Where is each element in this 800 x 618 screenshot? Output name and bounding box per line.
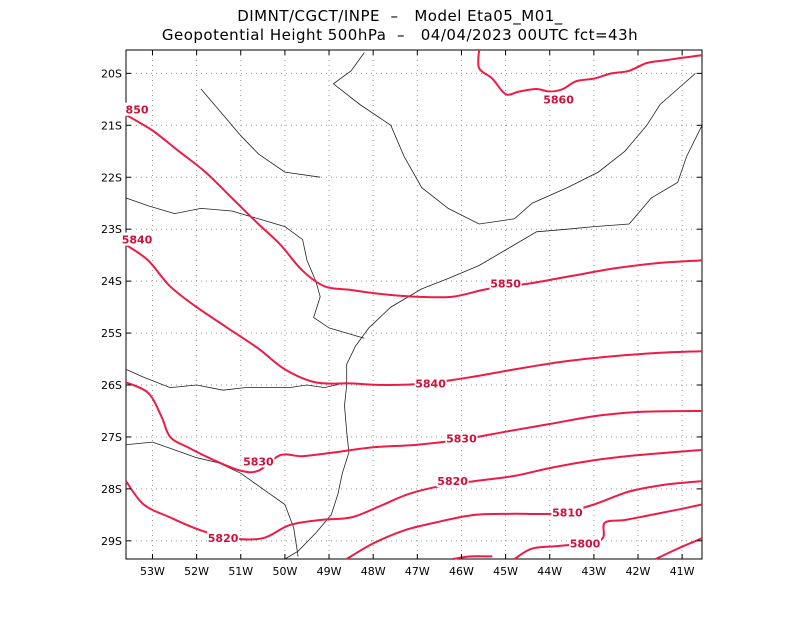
lon-tick-label: 46W — [449, 565, 474, 578]
lon-tick-label: 44W — [537, 565, 562, 578]
contour-label: 5820 — [437, 475, 468, 488]
state-border — [125, 197, 365, 339]
lon-tick-label: 43W — [581, 565, 606, 578]
contour-label-bg — [542, 92, 575, 106]
gridlines — [126, 50, 702, 559]
lon-tick-label: 49W — [317, 565, 342, 578]
contour-label: 5810 — [552, 506, 583, 519]
contour-line-5860 — [477, 49, 703, 96]
contour-label-bg — [124, 102, 150, 116]
contour-label: 5840 — [122, 234, 153, 247]
contour-label: 850 — [126, 104, 149, 117]
lon-tick-label: 50W — [272, 565, 297, 578]
contour-label: 5800 — [570, 537, 601, 550]
contour-line-5810 — [346, 480, 703, 560]
contour-label-bg — [489, 276, 522, 290]
lon-tick-label: 52W — [184, 565, 209, 578]
lat-tick-label: 25S — [101, 327, 122, 340]
lon-tick-label: 53W — [140, 565, 165, 578]
map-frame — [125, 49, 703, 560]
contour-line-5850 — [125, 114, 703, 299]
lat-tick-label: 21S — [101, 119, 122, 132]
contour-label-bg — [121, 232, 154, 246]
lat-tick-label: 28S — [101, 483, 122, 496]
contour-line-5840 — [125, 243, 703, 386]
contour-label-bg — [445, 431, 478, 445]
lon-tick-label: 41W — [670, 565, 695, 578]
latitude-axis: 20S 21S 22S 23S 24S 25S 26S 27S 28S 29S — [101, 67, 702, 548]
lon-tick-label: 42W — [626, 565, 651, 578]
chart-title-line-2: Geopotential Height 500hPa – 04/04/2023 … — [161, 26, 639, 44]
lat-tick-label: 22S — [101, 171, 122, 184]
coastline — [284, 125, 703, 560]
state-border — [125, 441, 299, 557]
lat-tick-label: 29S — [101, 535, 122, 548]
lat-tick-label: 26S — [101, 379, 122, 392]
lat-tick-label: 23S — [101, 223, 122, 236]
contour-label: 5860 — [543, 93, 574, 106]
contour-line-5800 — [452, 555, 493, 560]
contour-label: 5850 — [490, 278, 521, 291]
lat-tick-label: 24S — [101, 275, 122, 288]
contour-label: 5830 — [243, 455, 274, 468]
contour-line-5830 — [125, 381, 703, 474]
contour-labels: 850 5840 5860 5850 5840 5830 5830 5820 5820 5810 5… — [121, 92, 602, 550]
contour-label-bg — [242, 454, 275, 468]
contour-label-bg — [569, 536, 602, 550]
contour-label: 5840 — [415, 377, 446, 390]
lon-tick-label: 48W — [361, 565, 386, 578]
lon-tick-label: 47W — [405, 565, 430, 578]
state-border — [200, 88, 321, 178]
state-border — [125, 369, 347, 391]
political-boundaries — [125, 52, 703, 560]
contour-label-bg — [207, 531, 240, 545]
geopotential-contours — [125, 49, 703, 560]
contour-label: 5830 — [446, 433, 477, 446]
contour-label-bg — [436, 474, 469, 488]
lat-tick-label: 27S — [101, 431, 122, 444]
contour-line-5800 — [513, 503, 703, 560]
state-border — [332, 52, 696, 225]
contour-label-bg — [551, 505, 584, 519]
contour-label-bg — [414, 376, 447, 390]
lon-tick-label: 51W — [228, 565, 253, 578]
chart-title-line-1: DIMNT/CGCT/INPE – Model Eta05_M01_ — [237, 7, 563, 25]
lat-tick-label: 20S — [101, 67, 122, 80]
contour-line-5820 — [125, 448, 703, 541]
contour-label: 5820 — [208, 532, 239, 545]
contour-line-5790 — [655, 537, 703, 560]
lon-tick-label: 45W — [493, 565, 518, 578]
longitude-axis: 53W 52W 51W 50W 49W 48W 47W 46W 45W 44W 43W 42W 41W — [140, 50, 695, 578]
